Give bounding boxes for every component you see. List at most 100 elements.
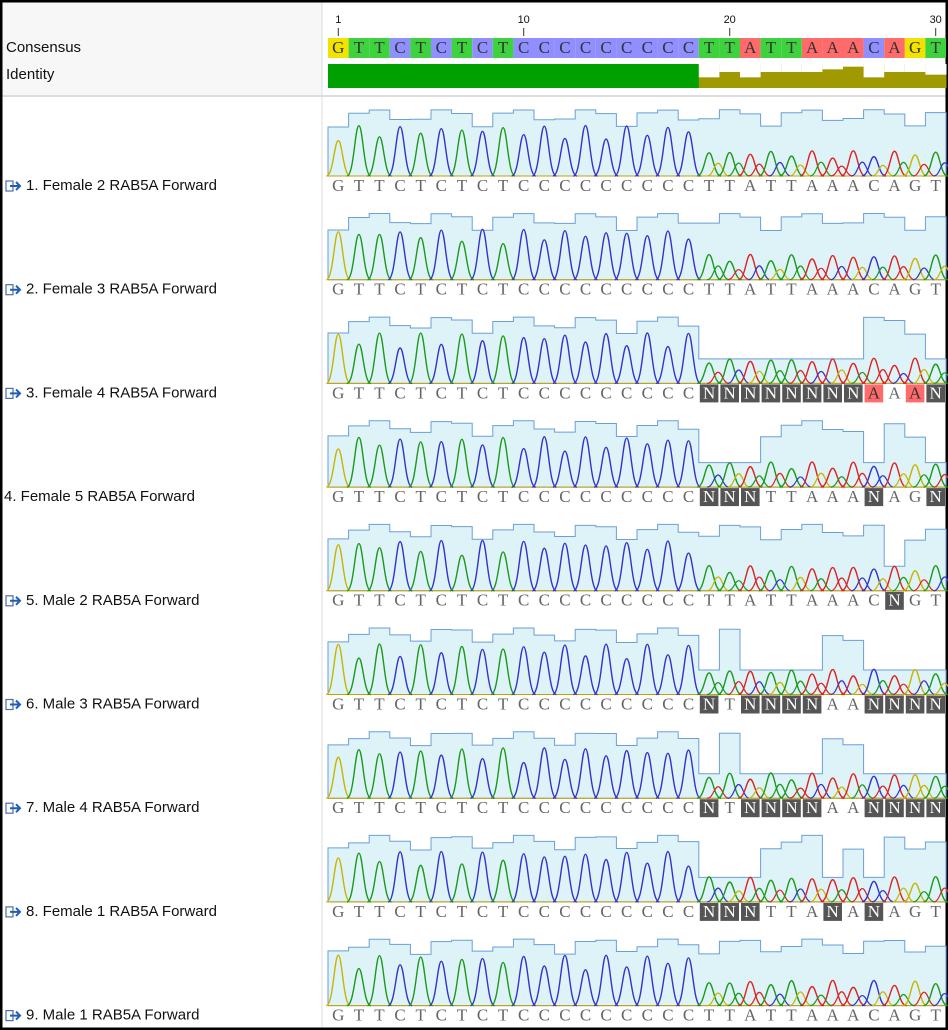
sequence-base: N <box>827 383 839 402</box>
sequence-base: T <box>498 1006 509 1025</box>
sequence-base: N <box>806 383 818 402</box>
sequence-base: T <box>498 176 509 195</box>
ruler-label: 20 <box>724 14 736 26</box>
identity-gap <box>740 64 761 77</box>
consensus-base: C <box>868 38 879 57</box>
sequence-base: T <box>457 1006 468 1025</box>
track-label: 4. Female 5 RAB5A Forward <box>4 488 195 505</box>
sequence-base: C <box>662 487 673 506</box>
sequence-base: A <box>806 902 819 921</box>
sequence-base: T <box>786 591 797 610</box>
consensus-base: C <box>559 38 570 57</box>
sequence-base: G <box>332 176 344 195</box>
sequence-base: C <box>477 798 488 817</box>
sequence-base: T <box>416 694 427 713</box>
sequence-base: N <box>909 798 921 817</box>
sequence-base: C <box>580 902 591 921</box>
sequence-base: C <box>559 487 570 506</box>
consensus-base: T <box>704 38 715 57</box>
sequence-base: A <box>847 902 860 921</box>
sequence-base: G <box>909 1006 921 1025</box>
consensus-base: A <box>888 38 901 57</box>
sequence-base: G <box>332 798 344 817</box>
sequence-base: T <box>374 798 385 817</box>
sequence-base: C <box>621 694 632 713</box>
sequence-base: C <box>868 591 879 610</box>
quality-box <box>328 214 946 280</box>
sequence-base: N <box>724 383 736 402</box>
sequence-base: T <box>725 694 736 713</box>
sequence-base: T <box>354 176 365 195</box>
sequence-base: T <box>766 591 777 610</box>
sequence-base: N <box>703 902 715 921</box>
sequence-base: C <box>868 176 879 195</box>
sequence-base: N <box>724 902 736 921</box>
sequence-base: C <box>477 694 488 713</box>
sequence-base: C <box>580 383 591 402</box>
identity-bar <box>555 64 576 88</box>
sequence-base: N <box>744 487 756 506</box>
sequence-base: C <box>600 798 611 817</box>
track-label: 1. Female 2 RAB5A Forward <box>26 177 217 194</box>
sequence-base: A <box>847 176 860 195</box>
sequence-base: A <box>888 902 901 921</box>
sequence-base: T <box>498 591 509 610</box>
sequence-base: A <box>827 176 840 195</box>
sequence-base: N <box>703 487 715 506</box>
sequence-base: C <box>600 383 611 402</box>
sequence-base: C <box>539 487 550 506</box>
sequence-base: A <box>806 1006 819 1025</box>
sequence-base: C <box>394 176 405 195</box>
sequence-base: T <box>416 1006 427 1025</box>
identity-bar <box>410 64 431 88</box>
sequence-base: C <box>580 798 591 817</box>
identity-bar <box>513 64 534 88</box>
sequence-base: C <box>683 591 694 610</box>
sequence-base: C <box>642 798 653 817</box>
ruler-label: 1 <box>335 14 341 26</box>
sequence-base: C <box>477 176 488 195</box>
sequence-base: G <box>332 1006 344 1025</box>
sequence-base: C <box>539 591 550 610</box>
sequence-base: C <box>518 176 529 195</box>
sequence-base: A <box>744 280 757 299</box>
sequence-base: C <box>642 902 653 921</box>
sequence-base: T <box>374 383 385 402</box>
sequence-base: T <box>498 694 509 713</box>
sequence-base: C <box>436 798 447 817</box>
consensus-base: C <box>662 38 673 57</box>
identity-bar <box>637 64 658 88</box>
sequence-base: C <box>559 798 570 817</box>
identity-label: Identity <box>6 66 55 83</box>
sequence-base: T <box>416 383 427 402</box>
consensus-base: C <box>683 38 694 57</box>
identity-gap <box>822 64 843 69</box>
sequence-base: C <box>683 487 694 506</box>
sequence-base: C <box>662 694 673 713</box>
sequence-base: A <box>888 280 901 299</box>
consensus-base: T <box>786 38 797 57</box>
sequence-base: C <box>580 487 591 506</box>
sequence-base: C <box>662 383 673 402</box>
sequence-base: C <box>600 176 611 195</box>
sequence-base: N <box>724 487 736 506</box>
identity-bar <box>534 64 555 88</box>
consensus-base: A <box>806 38 819 57</box>
sequence-base: T <box>457 694 468 713</box>
sequence-base: A <box>888 383 901 402</box>
sequence-base: T <box>725 591 736 610</box>
sequence-base: C <box>642 280 653 299</box>
sequence-base: C <box>621 1006 632 1025</box>
sequence-base: T <box>766 280 777 299</box>
sequence-base: T <box>416 487 427 506</box>
sequence-base: A <box>806 591 819 610</box>
sequence-base: C <box>662 591 673 610</box>
sequence-base: C <box>580 694 591 713</box>
sequence-base: C <box>662 1006 673 1025</box>
sequence-base: C <box>559 383 570 402</box>
sequence-base: C <box>436 487 447 506</box>
sequence-base: N <box>703 694 715 713</box>
sequence-base: T <box>725 1006 736 1025</box>
sequence-base: A <box>847 591 860 610</box>
sequence-base: N <box>868 694 880 713</box>
